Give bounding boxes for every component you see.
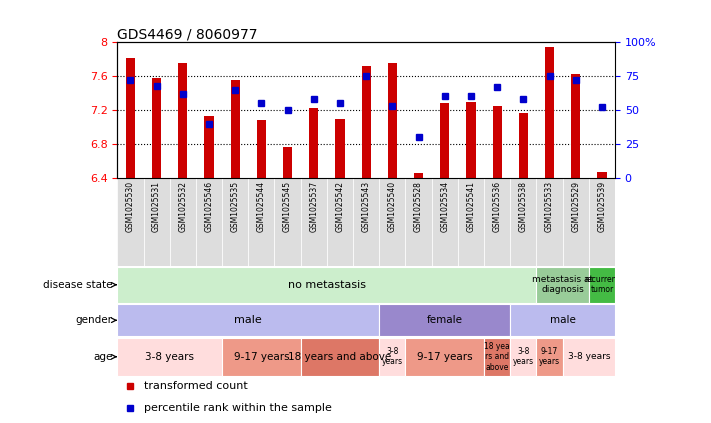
Bar: [519, 113, 528, 178]
Text: GSM1025544: GSM1025544: [257, 181, 266, 232]
Bar: [327, 178, 353, 266]
Text: GDS4469 / 8060977: GDS4469 / 8060977: [117, 27, 258, 41]
Text: no metastasis: no metastasis: [288, 280, 366, 290]
Bar: [309, 108, 319, 178]
Text: disease state: disease state: [43, 280, 112, 290]
Bar: [379, 178, 405, 266]
Text: GSM1025543: GSM1025543: [362, 181, 370, 232]
Text: GSM1025539: GSM1025539: [597, 181, 606, 232]
Bar: [336, 119, 345, 178]
Text: 3-8 years: 3-8 years: [567, 352, 610, 361]
Bar: [178, 63, 188, 178]
Bar: [536, 178, 562, 266]
Bar: [589, 266, 615, 303]
Text: GSM1025542: GSM1025542: [336, 181, 344, 232]
Bar: [589, 178, 615, 266]
Bar: [440, 103, 449, 178]
Bar: [510, 305, 615, 336]
Bar: [571, 74, 580, 178]
Bar: [283, 147, 292, 178]
Bar: [387, 63, 397, 178]
Bar: [414, 173, 423, 178]
Bar: [248, 178, 274, 266]
Bar: [405, 178, 432, 266]
Bar: [493, 106, 502, 178]
Bar: [152, 78, 161, 178]
Text: GSM1025530: GSM1025530: [126, 181, 135, 232]
Text: GSM1025531: GSM1025531: [152, 181, 161, 232]
Bar: [301, 338, 379, 376]
Text: 9-17 years: 9-17 years: [234, 352, 289, 362]
Text: male: male: [235, 315, 262, 325]
Bar: [301, 178, 327, 266]
Text: male: male: [550, 315, 576, 325]
Text: GSM1025545: GSM1025545: [283, 181, 292, 232]
Bar: [562, 178, 589, 266]
Bar: [170, 178, 196, 266]
Bar: [117, 305, 379, 336]
Text: GSM1025528: GSM1025528: [414, 181, 423, 232]
Bar: [222, 178, 248, 266]
Text: 9-17
years: 9-17 years: [539, 347, 560, 366]
Text: recurrent
tumor: recurrent tumor: [584, 275, 620, 294]
Text: GSM1025541: GSM1025541: [466, 181, 476, 232]
Bar: [379, 305, 510, 336]
Text: GSM1025532: GSM1025532: [178, 181, 187, 232]
Bar: [144, 178, 170, 266]
Text: GSM1025546: GSM1025546: [205, 181, 213, 232]
Text: GSM1025540: GSM1025540: [388, 181, 397, 232]
Bar: [484, 178, 510, 266]
Text: female: female: [427, 315, 463, 325]
Bar: [353, 178, 379, 266]
Text: GSM1025535: GSM1025535: [230, 181, 240, 232]
Text: GSM1025533: GSM1025533: [545, 181, 554, 232]
Bar: [257, 120, 266, 178]
Bar: [458, 178, 484, 266]
Text: GSM1025534: GSM1025534: [440, 181, 449, 232]
Bar: [545, 47, 554, 178]
Bar: [117, 266, 536, 303]
Text: 18 years and above: 18 years and above: [289, 352, 392, 362]
Bar: [230, 80, 240, 178]
Bar: [536, 338, 562, 376]
Text: GSM1025529: GSM1025529: [571, 181, 580, 232]
Bar: [126, 58, 135, 178]
Text: age: age: [93, 352, 112, 362]
Text: 18 yea
rs and
above: 18 yea rs and above: [484, 342, 510, 372]
Bar: [222, 338, 301, 376]
Bar: [362, 66, 370, 178]
Bar: [117, 338, 222, 376]
Bar: [484, 338, 510, 376]
Text: 3-8 years: 3-8 years: [145, 352, 194, 362]
Bar: [597, 172, 606, 178]
Bar: [205, 116, 213, 178]
Bar: [510, 178, 536, 266]
Text: 3-8
years: 3-8 years: [513, 347, 534, 366]
Text: transformed count: transformed count: [144, 381, 248, 391]
Text: percentile rank within the sample: percentile rank within the sample: [144, 403, 332, 413]
Text: 3-8
years: 3-8 years: [382, 347, 403, 366]
Text: gender: gender: [75, 315, 112, 325]
Text: GSM1025536: GSM1025536: [493, 181, 502, 232]
Text: GSM1025537: GSM1025537: [309, 181, 319, 232]
Text: GSM1025538: GSM1025538: [519, 181, 528, 232]
Bar: [274, 178, 301, 266]
Text: metastasis at
diagnosis: metastasis at diagnosis: [532, 275, 593, 294]
Bar: [562, 338, 615, 376]
Bar: [510, 338, 536, 376]
Bar: [432, 178, 458, 266]
Bar: [405, 338, 484, 376]
Text: 9-17 years: 9-17 years: [417, 352, 473, 362]
Bar: [536, 266, 589, 303]
Bar: [379, 338, 405, 376]
Bar: [117, 178, 144, 266]
Bar: [196, 178, 222, 266]
Bar: [466, 102, 476, 178]
